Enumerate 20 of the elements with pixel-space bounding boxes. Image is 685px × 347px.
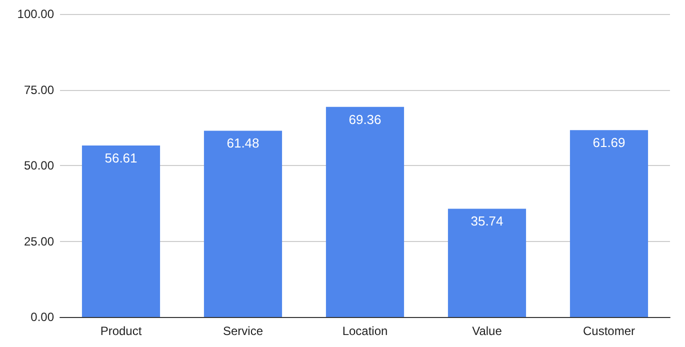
y-tick-label: 100.00 — [17, 7, 54, 21]
data-label: 61.48 — [226, 136, 260, 151]
data-label: 61.69 — [592, 135, 626, 150]
x-tick-label: Customer — [582, 324, 636, 338]
x-tick-label: Value — [472, 324, 502, 338]
bar — [570, 130, 648, 317]
y-tick-label: 25.00 — [24, 234, 54, 248]
bar — [82, 145, 160, 317]
data-label: 35.74 — [470, 214, 504, 229]
y-tick-label: 50.00 — [24, 158, 54, 172]
y-tick-label: 0.00 — [30, 310, 54, 324]
data-label: 69.36 — [348, 112, 382, 127]
x-tick-label: Product — [100, 324, 142, 338]
y-tick-label: 75.00 — [24, 82, 54, 97]
bar — [448, 208, 526, 317]
x-tick-label: Service — [222, 324, 264, 338]
bar — [204, 130, 282, 317]
data-label: 56.61 — [104, 150, 138, 166]
x-tick-label: Location — [342, 324, 388, 338]
bar — [326, 106, 404, 317]
